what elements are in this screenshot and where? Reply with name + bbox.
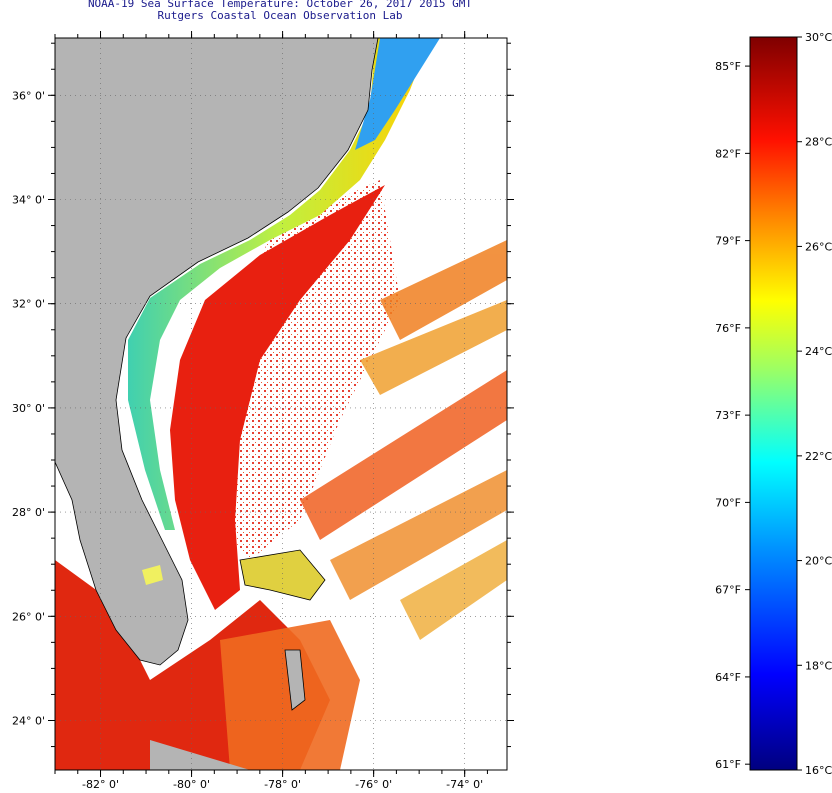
colorbar-axes: 30°C 28°C 26°C 24°C 22°C 20°C 18°C 16°C 85°F 82°F… [715, 31, 832, 777]
land-cuba [150, 740, 250, 770]
lat-tick-label: 34° 0' [12, 194, 45, 207]
fahrenheit-label: 85°F [715, 60, 741, 73]
land-mass-southeast-us [55, 38, 379, 666]
temperature-colorbar [749, 36, 798, 771]
fahrenheit-label: 79°F [715, 235, 741, 248]
map-title: NOAA-19 Sea Surface Temperature: October… [87, 0, 473, 10]
fahrenheit-label: 64°F [715, 671, 741, 684]
fahrenheit-label: 76°F [715, 322, 741, 335]
celsius-label: 24°C [805, 345, 832, 358]
lat-tick-label: 24° 0' [12, 715, 45, 728]
celsius-label: 20°C [805, 555, 832, 568]
sparse-warm-pixels [200, 180, 400, 560]
lon-tick-label: -78° 0' [264, 778, 301, 791]
warm-eddy-streaks [300, 240, 507, 640]
celsius-label: 30°C [805, 31, 832, 44]
celsius-label: 28°C [805, 136, 832, 149]
lon-tick-label: -82° 0' [82, 778, 119, 791]
map-axes: -82° 0' -80° 0' -78° 0' -76° 0' -74° 0' 36° 0… [12, 31, 514, 791]
lon-tick-label: -80° 0' [173, 778, 210, 791]
lake-okeechobee [142, 565, 163, 585]
fahrenheit-label: 82°F [715, 147, 741, 160]
lon-tick-label: -76° 0' [355, 778, 392, 791]
celsius-label: 16°C [805, 764, 832, 777]
lon-tick-label: -74° 0' [446, 778, 483, 791]
cold-northern-water [355, 38, 440, 150]
map-frame [54, 37, 508, 771]
lat-tick-label: 26° 0' [12, 610, 45, 623]
lat-tick-label: 28° 0' [12, 506, 45, 519]
fahrenheit-label: 70°F [715, 496, 741, 509]
celsius-label: 18°C [805, 659, 832, 672]
lat-tick-label: 36° 0' [12, 89, 45, 102]
coastal-shelf-water [128, 38, 430, 530]
graticule [55, 38, 507, 770]
celsius-label: 22°C [805, 450, 832, 463]
fahrenheit-label: 67°F [715, 584, 741, 597]
lat-tick-label: 32° 0' [12, 298, 45, 311]
gulf-stream [170, 185, 385, 610]
map-area [55, 38, 507, 770]
celsius-label: 26°C [805, 240, 832, 253]
fahrenheit-label: 61°F [715, 758, 741, 771]
fahrenheit-label: 73°F [715, 409, 741, 422]
lat-tick-label: 30° 0' [12, 402, 45, 415]
bahamas-islands [239, 549, 326, 711]
map-subtitle: Rutgers Coastal Ocean Observation Lab [157, 9, 403, 22]
